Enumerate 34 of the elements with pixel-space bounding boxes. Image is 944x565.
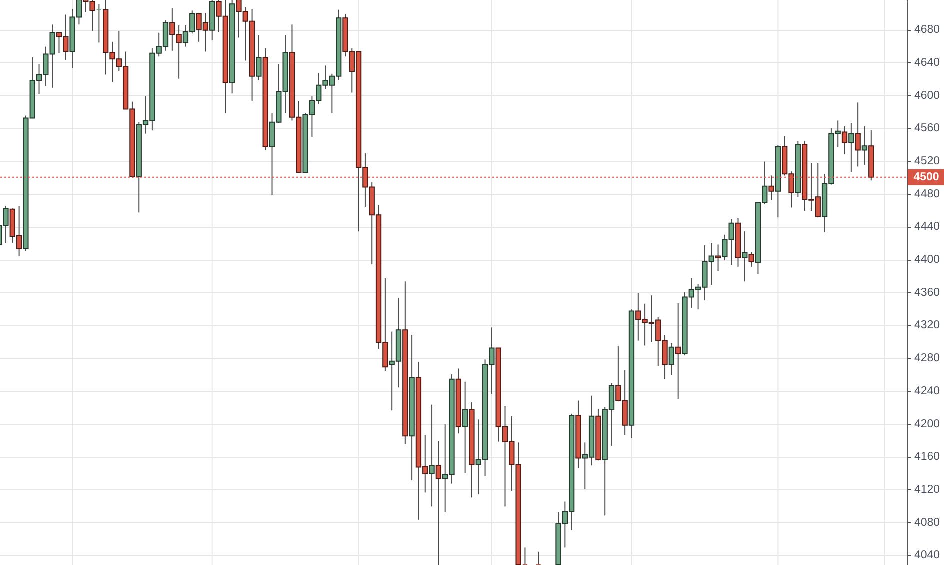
candlestick <box>742 231 748 282</box>
candlestick <box>842 126 848 155</box>
y-tick-label: 4240 <box>914 385 940 398</box>
y-tick-label: 4120 <box>914 484 940 496</box>
candlestick <box>855 102 861 168</box>
candlestick <box>3 206 9 244</box>
candlestick <box>256 34 262 81</box>
candlestick <box>748 252 754 268</box>
candlestick <box>96 4 102 44</box>
candlestick <box>676 302 682 400</box>
y-tick-label: 4640 <box>914 56 940 69</box>
candlestick <box>536 551 542 565</box>
y-tick-label: 4680 <box>914 24 940 36</box>
candlestick <box>848 122 854 173</box>
y-tick-label: 4160 <box>914 451 940 464</box>
candlestick <box>715 244 722 272</box>
y-tick-label: 4520 <box>914 155 940 168</box>
candlestick <box>429 404 435 508</box>
y-tick-label: 4280 <box>914 352 940 365</box>
y-tick-label: 4480 <box>914 188 940 200</box>
candlestick <box>862 126 868 166</box>
y-tick-label: 4360 <box>914 286 940 299</box>
candlestick <box>436 440 442 565</box>
y-tick-label: 4560 <box>914 122 940 135</box>
y-tick-label: 4440 <box>914 221 940 234</box>
candlestick <box>462 381 468 474</box>
ref-line-label: 4500 <box>914 171 940 184</box>
y-tick-label: 4600 <box>914 90 940 102</box>
y-tick-label: 4320 <box>914 320 940 332</box>
y-tick-label: 4200 <box>914 418 940 430</box>
candlestick <box>668 342 675 376</box>
y-tick-label: 4080 <box>914 516 940 529</box>
y-tick-label: 4040 <box>914 550 940 562</box>
y-tick-label: 4400 <box>914 254 940 266</box>
